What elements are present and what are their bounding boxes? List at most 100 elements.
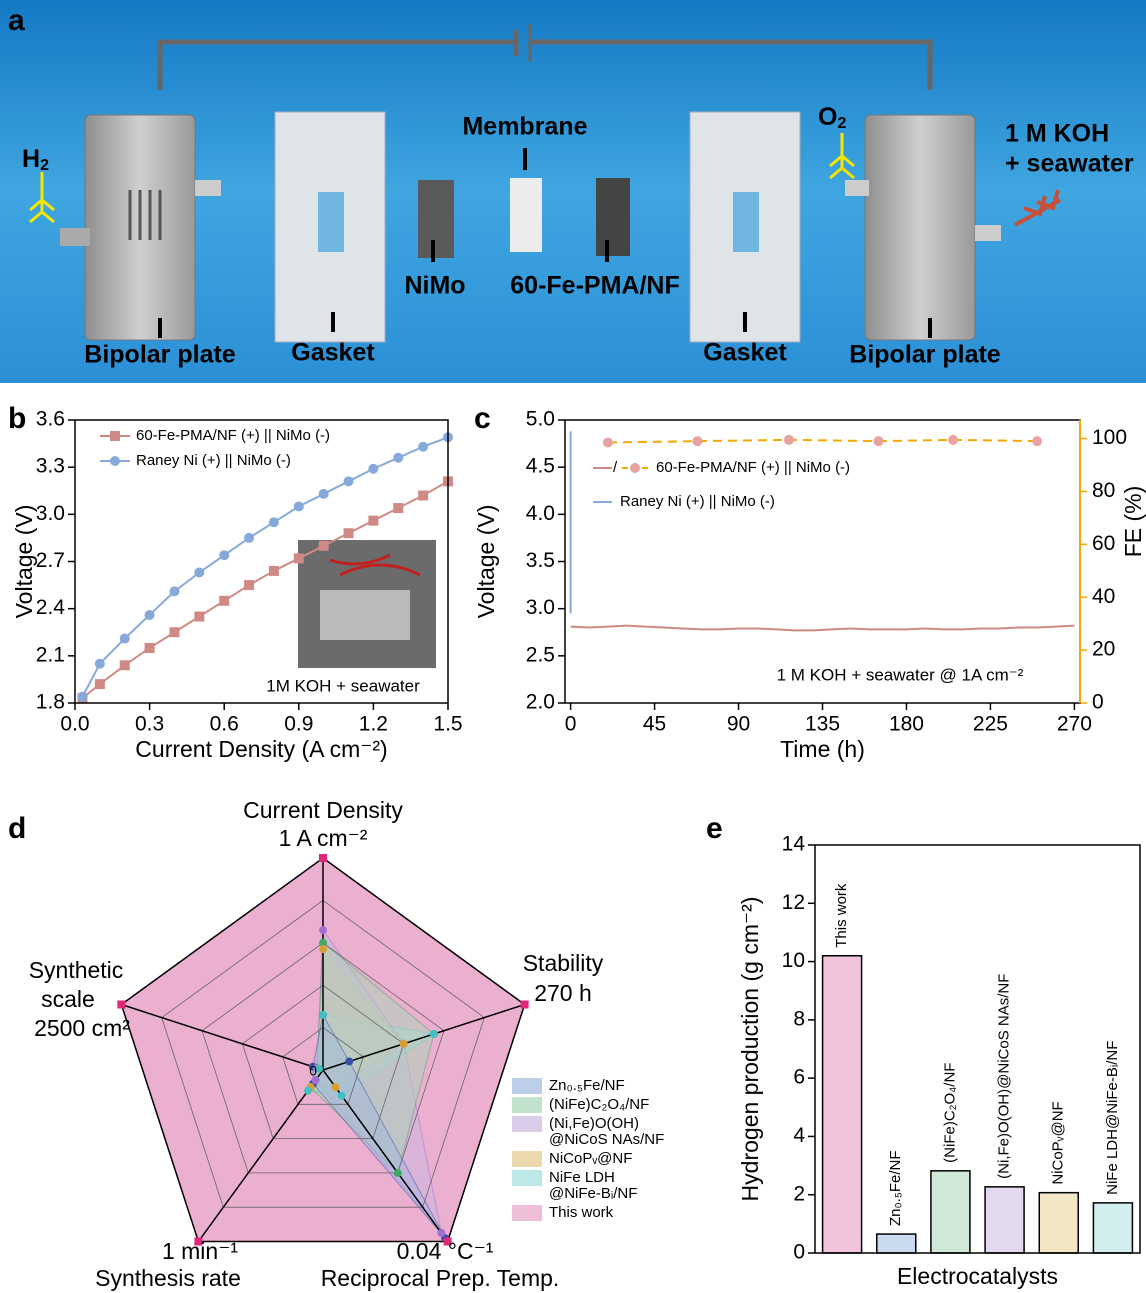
panel-label: e <box>706 812 723 845</box>
cathode-label: NiMo <box>404 272 465 300</box>
radar-axis-label: 2500 cm² <box>34 1015 130 1041</box>
membrane-label: Membrane <box>462 113 587 141</box>
legend-swatch <box>512 1116 542 1132</box>
legend-label: Zn₀.₅Fe/NF <box>549 1077 625 1094</box>
x-tick-label: 180 <box>889 713 924 736</box>
y-tick-label: 2.5 <box>526 643 555 666</box>
bar-category-label: (NiFe)C₂O₄/NF <box>941 1063 958 1163</box>
radar-point <box>345 1057 353 1065</box>
data-point <box>219 596 229 606</box>
nozzle <box>195 180 221 196</box>
legend-label: NiFe LDH <box>549 1169 615 1186</box>
data-point <box>418 442 428 452</box>
y-tick-label: 4 <box>793 1124 805 1147</box>
legend-label: 60-Fe-PMA/NF (+) || NiMo (-) <box>656 459 850 476</box>
radar-point <box>319 854 327 862</box>
y-tick-label: 5.0 <box>526 408 555 431</box>
radar-point <box>400 1040 408 1048</box>
data-point <box>169 627 179 637</box>
y-tick-label: 14 <box>782 833 806 856</box>
data-point <box>319 541 329 551</box>
bar-category-label: NiCoPᵥ@NF <box>1050 1101 1067 1184</box>
radar-point <box>430 1030 438 1038</box>
y2-tick-label: 80 <box>1092 479 1115 502</box>
inset-label: 1M KOH + seawater <box>266 676 420 695</box>
y-tick-label: 3.0 <box>36 502 65 525</box>
y-tick-label: 8 <box>793 1007 805 1030</box>
panel-label: a <box>8 4 25 37</box>
radar-point <box>437 1229 445 1237</box>
data-point <box>120 660 130 670</box>
bar <box>823 956 862 1253</box>
x-tick-label: 225 <box>973 713 1008 736</box>
series-line <box>571 626 1075 631</box>
data-point <box>1032 436 1042 446</box>
data-point <box>145 610 155 620</box>
legend-label: NiCoPᵥ@NF <box>549 1150 632 1167</box>
y-tick-label: 2.7 <box>36 549 65 572</box>
radar-axis-label: 270 h <box>534 980 592 1006</box>
anode <box>596 178 630 256</box>
x-tick-label: 0.6 <box>210 713 239 736</box>
radar-axis-label: 1 A cm⁻² <box>279 825 368 851</box>
panel-label: d <box>8 812 26 845</box>
legend-label: (Ni,Fe)O(OH) <box>549 1115 639 1132</box>
legend-swatch <box>512 1097 542 1113</box>
figure: a H2 O2 Membrane NiMo 60-Fe-PMA/NF Bipol… <box>0 0 1146 1293</box>
y2-tick-label: 20 <box>1092 638 1115 661</box>
y-tick-label: 2.0 <box>526 691 555 714</box>
radar-point <box>319 1011 327 1019</box>
legend-label: @NiCoS NAs/NF <box>549 1131 664 1148</box>
bar <box>931 1171 970 1253</box>
data-point <box>194 612 204 622</box>
panel-a: a H2 O2 Membrane NiMo 60-Fe-PMA/NF Bipol… <box>0 0 1146 383</box>
y2-tick-label: 100 <box>1092 426 1127 449</box>
legend-label: Raney Ni (+) || NiMo (-) <box>136 452 291 469</box>
bar-category-label: NiFe LDH@NiFe-Bᵢ/NF <box>1104 1041 1121 1195</box>
data-point <box>393 503 403 513</box>
x-tick-label: 0.3 <box>135 713 164 736</box>
y2-axis-label: FE (%) <box>1120 486 1146 558</box>
data-point <box>418 490 428 500</box>
data-point <box>77 692 87 702</box>
data-point <box>692 436 702 446</box>
data-point <box>244 533 254 543</box>
electrolyte-label: 1 M KOH <box>1005 120 1109 148</box>
x-tick-label: 1.5 <box>433 713 462 736</box>
y-tick-label: 3.5 <box>526 549 555 572</box>
radar-axis-label: Synthesis rate <box>95 1265 241 1291</box>
data-point <box>145 643 155 653</box>
legend-label: @NiFe-Bᵢ/NF <box>549 1185 637 1202</box>
x-axis-label: Time (h) <box>780 736 865 762</box>
legend-marker <box>630 463 640 473</box>
legend-label: Raney Ni (+) || NiMo (-) <box>620 493 775 510</box>
y-tick-label: 12 <box>782 891 805 914</box>
bar-category-label: (Ni,Fe)O(OH)@NiCoS NAs/NF <box>996 974 1013 1179</box>
data-point <box>603 437 613 447</box>
radar-axis-label: Reciprocal Prep. Temp. <box>321 1265 560 1291</box>
data-point <box>873 436 883 446</box>
data-point <box>784 435 794 445</box>
nozzle <box>845 180 869 196</box>
x-tick-label: 270 <box>1057 713 1092 736</box>
annotation: 1 M KOH + seawater @ 1A cm⁻² <box>777 665 1024 684</box>
y-tick-label: 3.6 <box>36 408 65 431</box>
data-point <box>344 528 354 538</box>
radar-axis-label: Current Density <box>243 797 403 823</box>
y-tick-label: 6 <box>793 1066 805 1089</box>
o2-sub: 2 <box>837 115 846 132</box>
radar-point <box>304 1087 312 1095</box>
radar-center-label: 0 <box>309 1063 317 1079</box>
radar-axis-label: Synthetic <box>29 957 124 983</box>
bar-category-label: This work <box>833 883 850 948</box>
y-tick-label: 4.0 <box>526 502 555 525</box>
bar <box>1093 1203 1132 1253</box>
data-point <box>95 659 105 669</box>
data-point <box>244 580 254 590</box>
data-point <box>219 550 229 560</box>
bar <box>1039 1193 1078 1253</box>
y2-tick-label: 0 <box>1092 691 1104 714</box>
data-point <box>169 586 179 596</box>
legend-label: This work <box>549 1204 614 1221</box>
radar-point <box>319 926 327 934</box>
